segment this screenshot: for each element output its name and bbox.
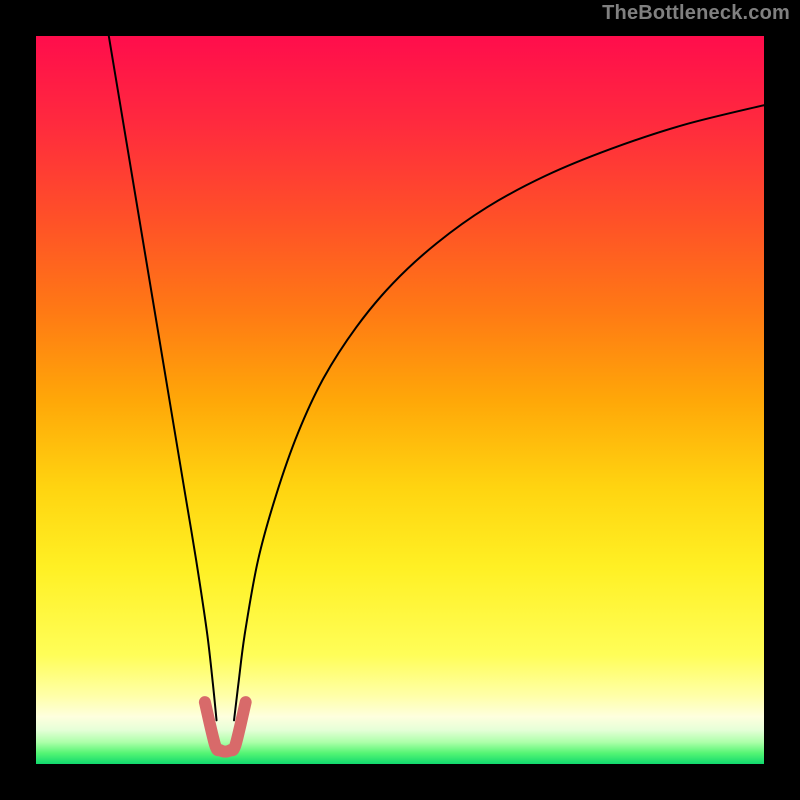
watermark-text: TheBottleneck.com (602, 2, 790, 25)
plot-area (36, 36, 764, 764)
plot-background (36, 36, 764, 764)
chart-svg (36, 36, 764, 764)
